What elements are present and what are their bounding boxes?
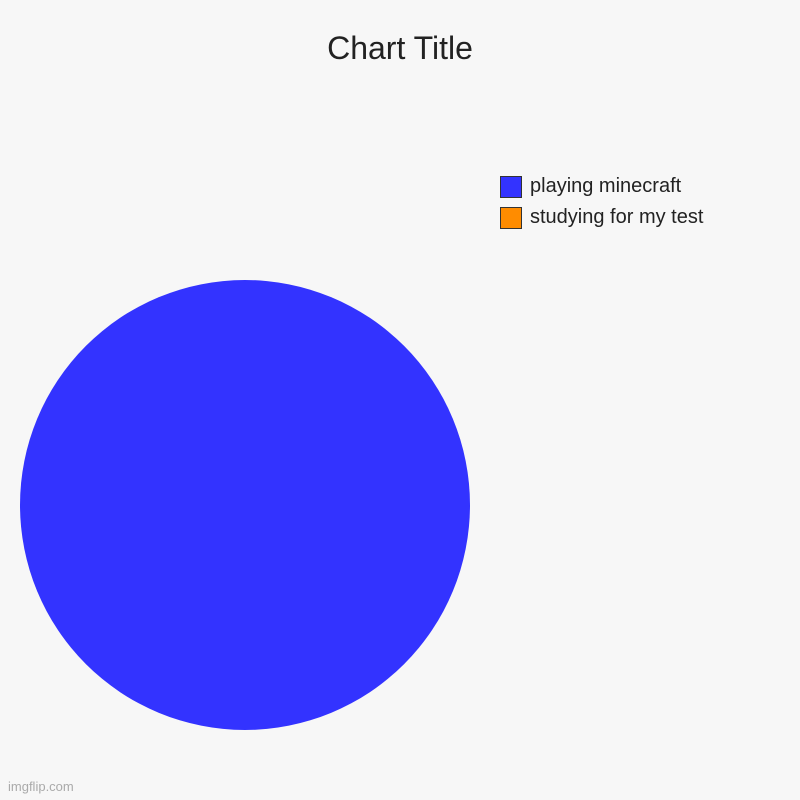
pie-chart	[20, 280, 470, 730]
legend-item: playing minecraft	[500, 175, 703, 198]
pie-slice-full	[20, 280, 470, 730]
watermark: imgflip.com	[8, 779, 74, 794]
legend-label-1: studying for my test	[530, 206, 703, 229]
chart-title: Chart Title	[0, 30, 800, 67]
legend-item: studying for my test	[500, 206, 703, 229]
legend-swatch-1	[500, 207, 522, 229]
legend-swatch-0	[500, 176, 522, 198]
legend: playing minecraft studying for my test	[500, 175, 703, 237]
legend-label-0: playing minecraft	[530, 175, 681, 198]
